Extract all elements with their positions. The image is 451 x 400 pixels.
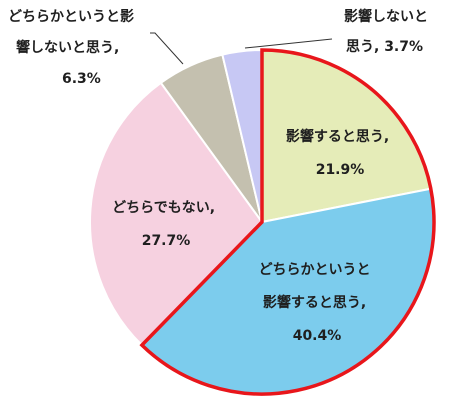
slice-label-3-line-1: 響しないと思う,	[16, 39, 119, 56]
slice-label-0: 影響すると思う, 21.9%	[286, 128, 394, 178]
leader-lines	[150, 32, 333, 65]
slice-label-0-line-0: 影響すると思う,	[286, 128, 389, 145]
slice-label-1-line-2: 40.4%	[293, 328, 342, 344]
slice-label-4-line-1: 思う, 3.7%	[346, 39, 423, 55]
slice-label-1-line-1: 影響すると思う,	[263, 294, 366, 311]
slice-label-4: 影響しないと 思う, 3.7%	[344, 8, 433, 55]
slice-label-1: どちらかというと 影響すると思う, 40.4%	[259, 262, 376, 344]
leader-line-slice-4	[244, 38, 333, 49]
pie-slices	[89, 48, 435, 395]
slice-label-3-line-2: 6.3%	[62, 71, 101, 87]
slice-label-3: どちらかというと影 響しないと思う, 6.3%	[8, 9, 139, 87]
slice-label-3-line-0: どちらかというと影	[8, 9, 134, 25]
slice-labels: 影響すると思う, 21.9% どちらかというと 影響すると思う, 40.4% ど…	[8, 8, 433, 344]
slice-label-4-line-0: 影響しないと	[344, 8, 428, 25]
slice-label-2: どちらでもない, 27.7%	[112, 200, 220, 249]
slice-label-2-line-0: どちらでもない,	[112, 200, 215, 216]
pie-slice-2	[89, 81, 264, 347]
leader-line-slice-3	[150, 32, 184, 65]
slice-label-2-line-1: 27.7%	[142, 233, 191, 249]
highlight-outline	[139, 48, 436, 396]
slice-label-0-line-1: 21.9%	[316, 162, 365, 178]
slice-label-1-line-0: どちらかというと	[259, 262, 371, 278]
